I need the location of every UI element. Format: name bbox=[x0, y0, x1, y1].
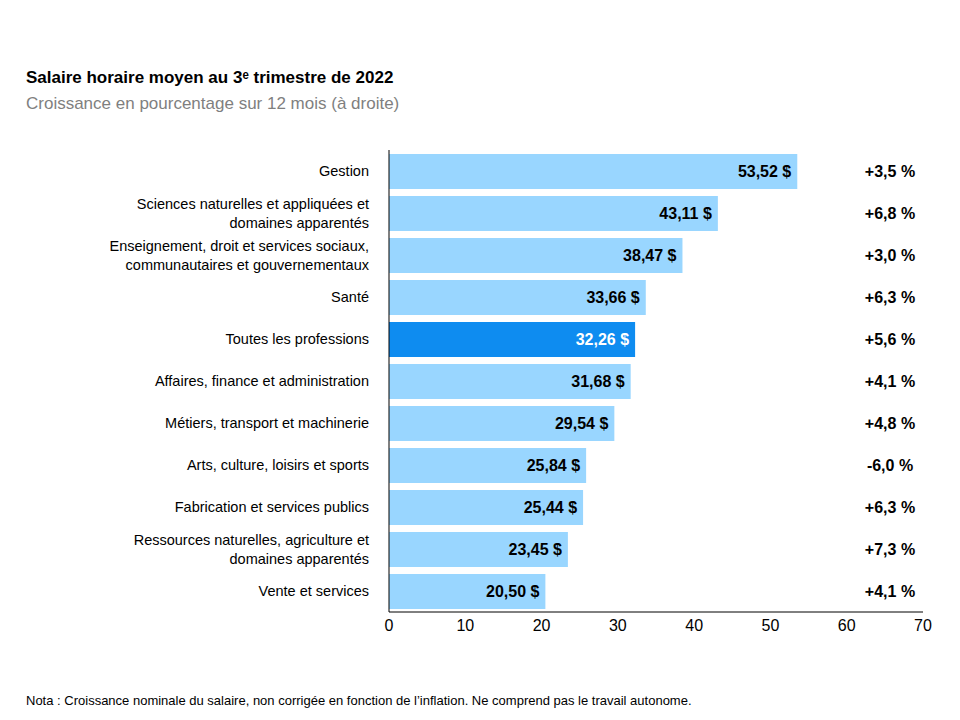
svg-text:+4,1 %: +4,1 % bbox=[865, 583, 915, 600]
svg-text:-6,0 %: -6,0 % bbox=[867, 457, 913, 474]
svg-text:+6,8 %: +6,8 % bbox=[865, 205, 915, 222]
svg-text:25,44 $: 25,44 $ bbox=[524, 499, 577, 516]
svg-text:43,11 $: 43,11 $ bbox=[659, 205, 712, 222]
svg-text:Sciences naturelles et appliqu: Sciences naturelles et appliquées etdoma… bbox=[137, 196, 369, 231]
svg-text:50: 50 bbox=[762, 617, 780, 634]
svg-text:40: 40 bbox=[685, 617, 703, 634]
svg-text:32,26 $: 32,26 $ bbox=[576, 331, 629, 348]
svg-text:Ressources naturelles, agricul: Ressources naturelles, agriculture etdom… bbox=[134, 532, 369, 567]
svg-text:20,50 $: 20,50 $ bbox=[486, 583, 539, 600]
svg-text:Métiers, transport et machiner: Métiers, transport et machinerie bbox=[165, 415, 369, 431]
html-text:Croissance en pourcentage sur: Croissance en pourcentage sur 12 mois (à… bbox=[26, 94, 400, 113]
svg-text:29,54 $: 29,54 $ bbox=[555, 415, 608, 432]
svg-text:Gestion: Gestion bbox=[319, 163, 369, 179]
svg-text:30: 30 bbox=[609, 617, 627, 634]
svg-text:31,68 $: 31,68 $ bbox=[571, 373, 624, 390]
svg-text:+5,6 %: +5,6 % bbox=[865, 331, 915, 348]
html-text:Nota : Croissance nominale du: Nota : Croissance nominale du salaire, n… bbox=[26, 693, 692, 708]
svg-text:10: 10 bbox=[456, 617, 474, 634]
svg-text:Toutes les professions: Toutes les professions bbox=[226, 331, 369, 347]
svg-text:Affaires, finance et administr: Affaires, finance et administration bbox=[155, 373, 369, 389]
svg-text:53,52 $: 53,52 $ bbox=[738, 163, 791, 180]
svg-text:23,45 $: 23,45 $ bbox=[508, 541, 561, 558]
svg-text:Fabrication et services public: Fabrication et services publics bbox=[175, 499, 369, 515]
svg-text:Enseignement, droit et service: Enseignement, droit et services sociaux,… bbox=[109, 238, 369, 273]
svg-text:20: 20 bbox=[533, 617, 551, 634]
svg-text:70: 70 bbox=[914, 617, 932, 634]
svg-text:38,47 $: 38,47 $ bbox=[623, 247, 676, 264]
svg-text:60: 60 bbox=[838, 617, 856, 634]
svg-text:+7,3 %: +7,3 % bbox=[865, 541, 915, 558]
svg-text:25,84 $: 25,84 $ bbox=[527, 457, 580, 474]
svg-text:+4,8 %: +4,8 % bbox=[865, 415, 915, 432]
html-text:Salaire horaire moyen au 3ᵉ tr: Salaire horaire moyen au 3ᵉ trimestre de… bbox=[26, 68, 394, 87]
svg-text:+6,3 %: +6,3 % bbox=[865, 289, 915, 306]
svg-text:+6,3 %: +6,3 % bbox=[865, 499, 915, 516]
svg-text:Vente et services: Vente et services bbox=[259, 583, 369, 599]
svg-text:Arts, culture, loisirs et spor: Arts, culture, loisirs et sports bbox=[187, 457, 369, 473]
svg-text:+3,0 %: +3,0 % bbox=[865, 247, 915, 264]
svg-text:0: 0 bbox=[385, 617, 394, 634]
svg-text:+4,1 %: +4,1 % bbox=[865, 373, 915, 390]
svg-text:Santé: Santé bbox=[331, 289, 369, 305]
svg-text:33,66 $: 33,66 $ bbox=[586, 289, 639, 306]
svg-text:+3,5 %: +3,5 % bbox=[865, 163, 915, 180]
